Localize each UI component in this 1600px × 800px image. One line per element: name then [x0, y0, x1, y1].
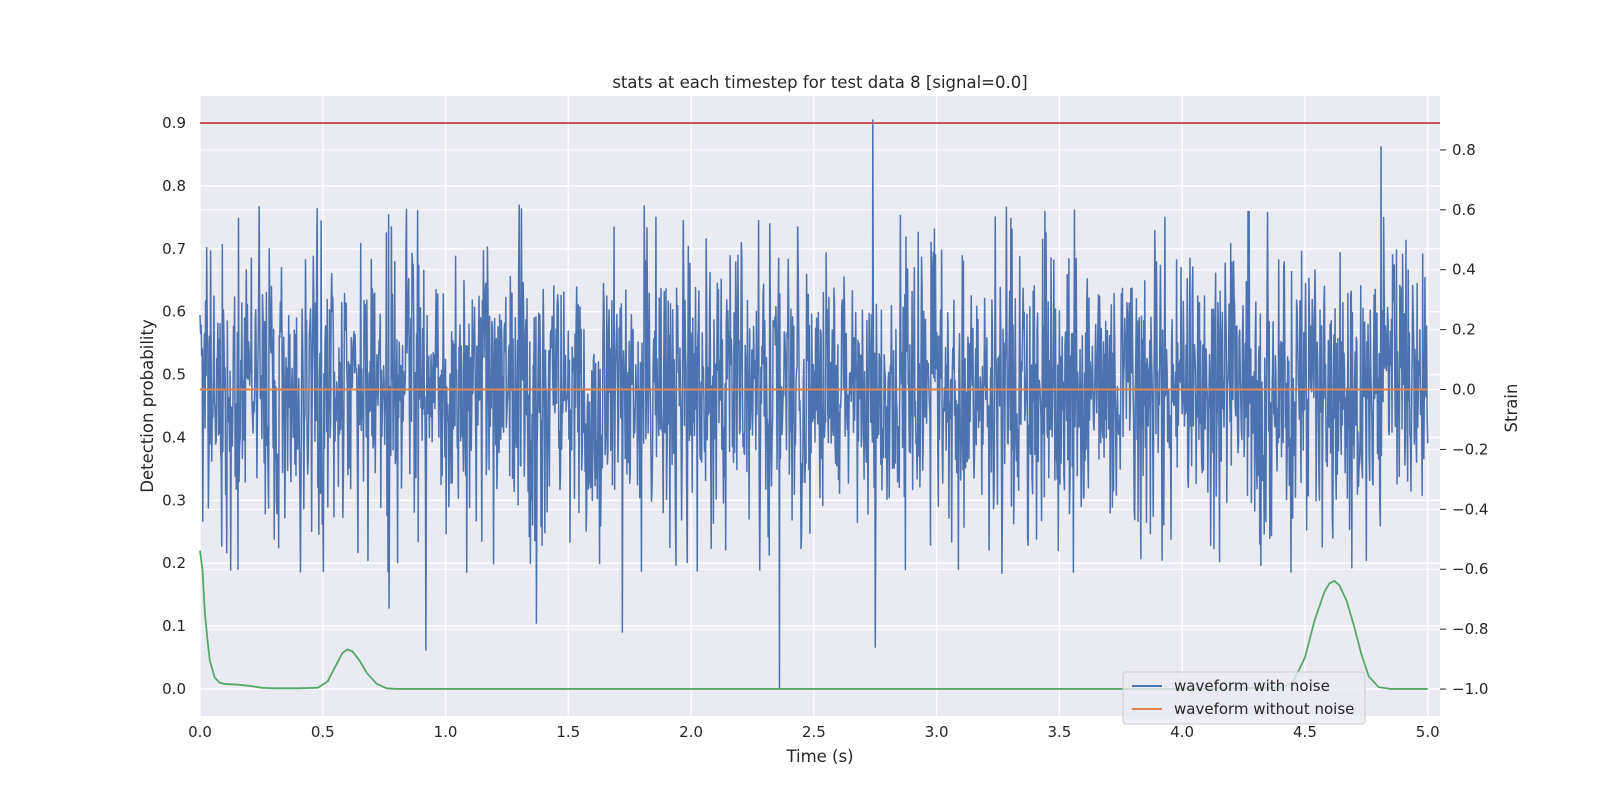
left-y-axis-ticks: 0.0 0.1 0.2 0.3 0.4 0.5 0.6 0.7 0.8 0.9: [162, 114, 186, 698]
x-tick-label: 0.0: [188, 723, 212, 741]
x-tick-label: 4.0: [1170, 723, 1194, 741]
y-tick-label-right: 0.0: [1452, 381, 1476, 399]
y-tick-label-left: 0.9: [162, 114, 186, 132]
y-tick-label-left: 0.2: [162, 554, 186, 572]
y-tick-label-left: 0.8: [162, 177, 186, 195]
x-tick-label: 1.5: [556, 723, 580, 741]
y-tick-label-right: 0.2: [1452, 321, 1476, 339]
y-tick-label-left: 0.0: [162, 680, 186, 698]
y-tick-label-left: 0.1: [162, 617, 186, 635]
right-y-axis-ticks: −1.0 −0.8 −0.6 −0.4 −0.2 0.0 0.2 0.4 0.6 0.8: [1440, 141, 1488, 698]
y-tick-label-left: 0.4: [162, 428, 186, 446]
y-tick-label-right: 0.6: [1452, 201, 1476, 219]
y-tick-label-right: −0.6: [1452, 560, 1488, 578]
x-tick-label: 3.5: [1047, 723, 1071, 741]
y-axis-label-left: Detection probability: [138, 319, 157, 493]
legend: waveform with noise waveform without noi…: [1122, 671, 1366, 725]
x-tick-label: 0.5: [311, 723, 335, 741]
x-tick-label: 1.0: [434, 723, 458, 741]
y-tick-label-left: 0.3: [162, 491, 186, 509]
y-tick-label-right: 0.4: [1452, 261, 1476, 279]
y-axis-label-right: Strain: [1502, 384, 1521, 433]
chart-title: stats at each timestep for test data 8 […: [612, 73, 1027, 92]
legend-box: [1122, 671, 1366, 725]
y-tick-label-right: −0.4: [1452, 500, 1488, 518]
legend-label-waveform-without-noise: waveform without noise: [1174, 700, 1354, 718]
legend-label-waveform-with-noise: waveform with noise: [1174, 677, 1330, 695]
y-tick-label-left: 0.6: [162, 303, 186, 321]
y-tick-label-right: −1.0: [1452, 680, 1488, 698]
detection-probability-line: [199, 550, 1428, 690]
y-tick-label-right: 0.8: [1452, 141, 1476, 159]
series-layer: [199, 119, 1440, 690]
y-tick-label-left: 0.7: [162, 240, 186, 258]
x-tick-label: 2.0: [679, 723, 703, 741]
x-tick-label: 4.5: [1293, 723, 1317, 741]
x-axis-label: Time (s): [785, 747, 853, 766]
x-axis-ticks: 0.0 0.5 1.0 1.5 2.0 2.5 3.0 3.5 4.0 4.5 5.0: [188, 723, 1440, 741]
y-tick-label-right: −0.2: [1452, 440, 1488, 458]
y-tick-label-left: 0.5: [162, 366, 186, 384]
x-tick-label: 3.0: [925, 723, 949, 741]
waveform-with-noise-line: [199, 119, 1429, 690]
x-tick-label: 2.5: [802, 723, 826, 741]
x-tick-label: 5.0: [1416, 723, 1440, 741]
y-tick-label-right: −0.8: [1452, 620, 1488, 638]
